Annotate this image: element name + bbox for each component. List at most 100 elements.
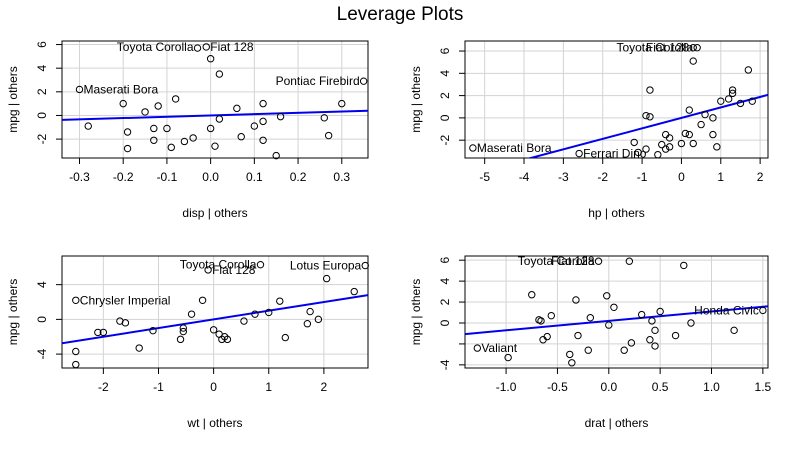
- data-point: [528, 291, 536, 299]
- data-point: [685, 130, 693, 139]
- leverage-panel-1: -0.3 -0.2 -0.1 0.0 0.1 0.2 0.3 -2 0 2 4 6 disp | oth…: [6, 40, 369, 220]
- point-label: Fiat 128: [646, 41, 690, 55]
- data-point: [223, 335, 232, 344]
- data-point: [671, 331, 680, 340]
- point-label: Fiat 128: [551, 254, 595, 268]
- data-point: [661, 145, 670, 153]
- x-axis-label: drat | others: [585, 416, 649, 430]
- x-tick-label: -1.0: [496, 380, 517, 394]
- data-point: [256, 260, 265, 269]
- data-point: [154, 102, 162, 110]
- x-axis-label: hp | others: [588, 206, 644, 220]
- data-point: [627, 339, 636, 347]
- data-point: [350, 287, 358, 296]
- x-tick-label: -2: [98, 380, 109, 394]
- point-label: Maserati Bora: [477, 141, 552, 155]
- data-point: [654, 150, 662, 159]
- point-label: Toyota Corolla: [616, 41, 693, 55]
- regression-line: [62, 294, 368, 345]
- x-tick-label: 0: [678, 170, 685, 184]
- data-point: [179, 327, 187, 336]
- data-point: [72, 360, 80, 369]
- x-tick-label: -0.5: [547, 380, 568, 394]
- data-point: [135, 344, 143, 352]
- data-point: [361, 261, 369, 270]
- data-point: [141, 108, 149, 116]
- x-tick-label: 0.1: [246, 170, 263, 184]
- data-point: [176, 335, 185, 344]
- data-point: [572, 296, 580, 304]
- data-point: [651, 342, 659, 350]
- main-title: Leverage Plots: [336, 4, 464, 25]
- y-axis-label: mpg | others: [6, 66, 20, 132]
- regression-line: [62, 109, 368, 121]
- data-point: [163, 124, 171, 133]
- data-point: [630, 138, 638, 147]
- data-point: [189, 134, 197, 142]
- data-point: [324, 131, 333, 140]
- data-point: [338, 99, 346, 108]
- plot-frame: [464, 40, 769, 159]
- x-tick-label: -4: [519, 170, 530, 184]
- data-point: [322, 274, 331, 283]
- data-point: [677, 139, 686, 148]
- data-point: [473, 344, 482, 352]
- data-point: [202, 43, 210, 51]
- data-point: [215, 115, 224, 123]
- point-label: Fiat 128: [212, 263, 256, 277]
- data-point: [198, 296, 207, 304]
- data-point: [543, 332, 551, 341]
- data-point: [610, 303, 618, 311]
- data-point: [259, 99, 267, 108]
- data-point: [84, 122, 92, 130]
- point-label: Ferrari Dino: [583, 147, 647, 161]
- data-point: [250, 122, 259, 130]
- y-tick-label: 0: [438, 114, 452, 121]
- x-tick-label: -3: [558, 170, 569, 184]
- data-point: [233, 104, 241, 113]
- y-axis-label: mpg | others: [6, 279, 20, 345]
- data-point: [187, 310, 196, 318]
- x-axis-label: wt | others: [186, 416, 242, 430]
- plot-frame: [61, 255, 369, 369]
- data-point: [179, 324, 187, 332]
- x-tick-label: -2: [597, 170, 608, 184]
- data-point: [603, 292, 611, 300]
- data-point: [99, 328, 108, 337]
- x-tick-label: 1: [717, 170, 724, 184]
- data-point: [193, 44, 202, 52]
- data-point: [687, 319, 695, 327]
- leverage-panel-2: -5 -4 -3 -2 -1 0 1 2 -2 0 2 4 6 hp | others mpg | othe…: [409, 40, 769, 220]
- data-point: [730, 326, 738, 335]
- x-tick-label: -0.1: [157, 170, 178, 184]
- data-point: [574, 331, 582, 340]
- data-point: [167, 143, 175, 152]
- x-tick-label: -5: [479, 170, 490, 184]
- plot-frame: [61, 40, 369, 159]
- data-point: [625, 257, 634, 265]
- data-point: [586, 314, 595, 322]
- y-axis-label: mpg | others: [409, 66, 423, 132]
- data-point: [748, 97, 756, 105]
- data-point: [547, 311, 555, 320]
- data-point: [281, 333, 289, 342]
- y-tick-label: 4: [438, 70, 452, 77]
- x-tick-label: -1: [637, 170, 648, 184]
- data-point: [303, 320, 312, 328]
- y-tick-label: 0: [35, 112, 49, 119]
- point-label: Toyota Corolla: [518, 254, 595, 268]
- data-point: [701, 110, 709, 119]
- data-point: [689, 43, 697, 52]
- data-point: [206, 55, 215, 63]
- point-label: Toyota Corolla: [117, 40, 194, 54]
- data-point: [646, 336, 654, 344]
- point-label: Pontiac Firebird: [276, 74, 360, 88]
- data-point: [150, 136, 158, 144]
- point-label: Toyota Corolla: [180, 258, 257, 272]
- data-point: [724, 95, 733, 103]
- y-tick-label: -2: [438, 135, 452, 146]
- data-point: [215, 70, 224, 78]
- data-point: [665, 143, 674, 151]
- data-point: [240, 317, 248, 325]
- data-point: [661, 130, 670, 139]
